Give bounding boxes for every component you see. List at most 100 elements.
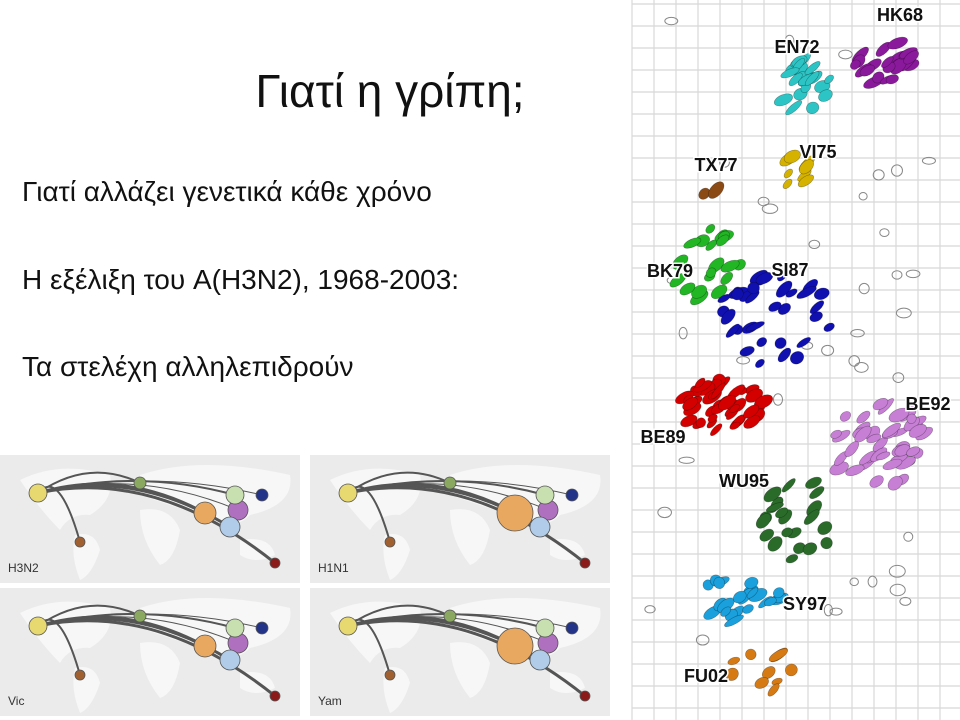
strain — [781, 527, 793, 538]
strain — [745, 321, 765, 332]
region-node — [219, 649, 241, 671]
strain-outline — [657, 506, 672, 519]
strain — [887, 36, 908, 50]
strain — [908, 423, 927, 438]
strain-outline — [849, 577, 859, 587]
strain-outline — [858, 282, 870, 295]
strain — [856, 410, 871, 424]
cluster-label: TX77 — [694, 155, 737, 175]
strain — [717, 293, 731, 303]
strain — [746, 587, 759, 599]
region-node — [579, 690, 591, 702]
strain — [858, 450, 876, 466]
strain — [789, 351, 805, 365]
strain — [767, 536, 783, 552]
strain-outline — [838, 49, 853, 60]
panel-label: H3N2 — [8, 561, 39, 575]
region-node — [133, 476, 147, 490]
strain — [718, 394, 737, 411]
region-node — [529, 649, 551, 671]
strain — [806, 101, 820, 114]
strain — [767, 683, 780, 697]
strain — [875, 451, 891, 461]
cluster-label: SI87 — [771, 260, 808, 280]
strain — [744, 576, 759, 589]
strain — [729, 404, 740, 413]
cluster-label: BE92 — [905, 394, 950, 414]
strain — [725, 323, 740, 338]
strain-outline — [891, 270, 903, 280]
strain — [773, 93, 793, 107]
region-node — [443, 476, 457, 490]
region-node — [384, 536, 396, 548]
region-node — [565, 488, 579, 502]
strain — [683, 237, 702, 249]
strain — [797, 174, 815, 188]
region-node — [28, 483, 48, 503]
strain — [777, 302, 791, 315]
strain — [742, 604, 754, 614]
strain-outline — [678, 456, 695, 464]
strain — [756, 337, 768, 348]
strain — [793, 542, 806, 555]
region-node — [496, 494, 534, 532]
migration-arrow — [37, 486, 276, 565]
strain — [745, 648, 757, 661]
strain — [768, 301, 782, 312]
region-node — [225, 618, 245, 638]
region-node — [338, 616, 358, 636]
strain-outline — [757, 196, 770, 207]
strain — [824, 74, 834, 84]
strain — [783, 149, 801, 164]
strain-outline — [895, 307, 912, 319]
strain — [809, 300, 825, 314]
strain — [796, 337, 811, 348]
strain-outline — [905, 269, 921, 279]
strain — [804, 61, 821, 76]
strain — [739, 346, 755, 357]
strain-outline — [858, 192, 868, 201]
strain — [720, 259, 740, 273]
strain — [785, 554, 799, 564]
strain — [775, 507, 789, 519]
region-node — [255, 488, 269, 502]
cluster-label: HK68 — [877, 5, 923, 25]
region-node — [255, 621, 269, 635]
strain-outline — [867, 575, 878, 588]
strain — [887, 475, 903, 491]
strain — [710, 423, 723, 437]
slide-title: Γιατί η γρίπη; — [255, 65, 525, 117]
strain — [774, 337, 787, 349]
strain-outline — [695, 634, 710, 646]
strain — [707, 181, 725, 199]
strain-outline — [829, 607, 843, 616]
strain-outline — [821, 344, 835, 356]
strain — [669, 273, 687, 288]
region-node — [496, 627, 534, 665]
continent — [450, 465, 601, 525]
strain-outline — [879, 228, 890, 238]
strain — [731, 288, 744, 301]
strain — [866, 433, 882, 444]
strain — [691, 284, 708, 299]
strain — [888, 407, 910, 423]
strain-outline — [736, 356, 751, 365]
strain — [830, 429, 842, 439]
strain — [705, 224, 716, 234]
strain — [759, 528, 775, 542]
region-node — [535, 485, 555, 505]
strain — [679, 282, 696, 296]
strain-outline — [892, 372, 905, 383]
strain — [882, 458, 903, 470]
strain-outline — [644, 605, 656, 614]
strain — [785, 100, 803, 116]
strain — [805, 476, 822, 489]
strain — [713, 576, 726, 589]
strain-outline — [678, 326, 688, 340]
strain — [705, 239, 717, 251]
strain — [698, 187, 711, 200]
strain — [780, 67, 800, 79]
migration-map: Vic — [0, 588, 300, 716]
strain — [754, 676, 769, 689]
